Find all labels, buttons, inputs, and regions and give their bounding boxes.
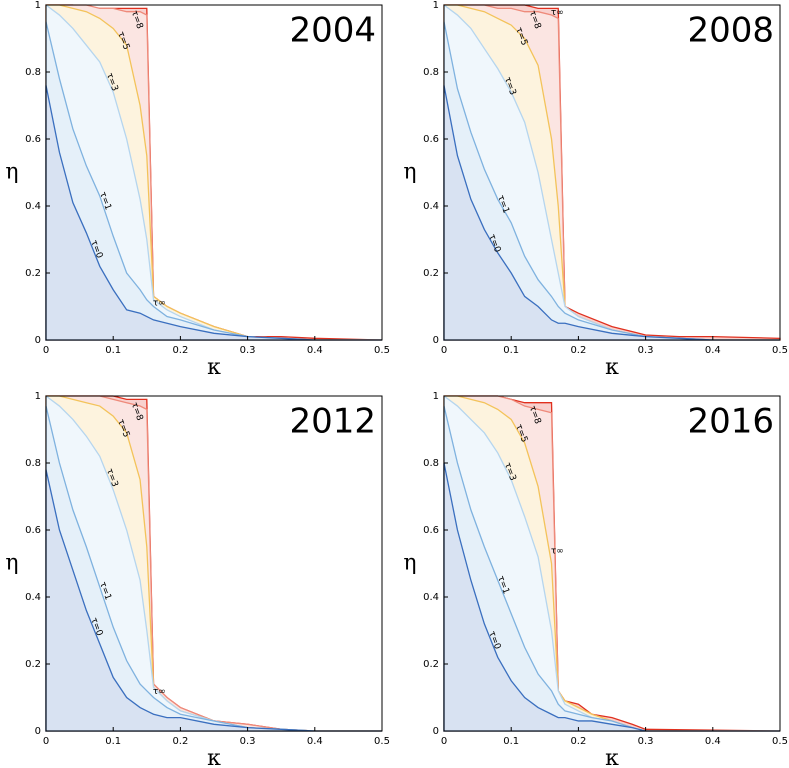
y-tick-label: 0 [35,726,41,737]
x-axis-label: κ [207,746,221,768]
y-tick-label: 0.4 [423,201,439,212]
y-tick-label: 0 [35,335,41,346]
x-tick-label: 0 [441,345,447,356]
x-tick-label: 0 [43,736,49,747]
y-axis-label: η [5,551,18,576]
x-tick-label: 0.5 [772,345,788,356]
series-area [443,462,780,732]
series-label: τ∞ [153,298,166,308]
y-tick-label: 0.6 [25,134,41,145]
y-axis-label: η [5,160,18,185]
x-tick-label: 0.2 [570,345,586,356]
y-tick-label: 1 [35,0,41,11]
y-tick-label: 0.6 [423,525,439,536]
series-area [45,85,382,341]
series-label: τ∞ [551,546,564,556]
x-tick-label: 0.2 [570,736,586,747]
plot-frame [45,4,383,341]
y-tick-label: 0.8 [25,458,41,469]
x-tick-label: 0.1 [503,345,519,356]
y-tick-label: 0.8 [25,67,41,78]
x-tick-label: 0.4 [307,736,323,747]
y-axis-label: η [403,551,416,576]
panel-title: 2008 [687,11,774,51]
x-tick-label: 0.5 [374,345,390,356]
panel-title: 2012 [289,402,376,442]
x-tick-label: 0 [43,345,49,356]
y-tick-label: 1 [433,391,439,402]
y-tick-label: 0.2 [423,659,439,670]
y-tick-label: 1 [433,0,439,11]
plot-frame [443,4,781,341]
y-tick-label: 0.2 [25,268,41,279]
x-axis-label: κ [605,355,619,380]
x-tick-label: 0.3 [240,736,256,747]
y-tick-label: 0 [433,335,439,346]
x-tick-label: 0 [441,736,447,747]
x-tick-label: 0.3 [638,345,654,356]
x-tick-label: 0.2 [172,345,188,356]
y-tick-label: 0.4 [25,592,41,603]
y-tick-label: 0.6 [25,525,41,536]
y-tick-label: 1 [35,391,41,402]
x-tick-label: 0.4 [705,736,721,747]
y-tick-label: 0.2 [423,268,439,279]
series-label: τ∞ [153,687,166,697]
plot-frame [45,395,383,732]
panel-title: 2004 [289,11,376,51]
series-area [443,85,780,341]
y-tick-label: 0 [433,726,439,737]
x-tick-label: 0.3 [240,345,256,356]
x-tick-label: 0.1 [105,345,121,356]
x-tick-label: 0.3 [638,736,654,747]
y-tick-label: 0.8 [423,67,439,78]
y-tick-label: 0.8 [423,458,439,469]
y-tick-label: 0.4 [25,201,41,212]
plot-frame [443,395,781,732]
panel-title: 2016 [687,402,774,442]
x-tick-label: 0.5 [374,736,390,747]
y-tick-label: 0.6 [423,134,439,145]
x-tick-label: 0.5 [772,736,788,747]
x-axis-label: κ [605,746,619,768]
x-tick-label: 0.1 [105,736,121,747]
series-area [45,469,382,732]
x-axis-label: κ [207,355,221,380]
y-tick-label: 0.2 [25,659,41,670]
y-tick-label: 0.4 [423,592,439,603]
series-label: τ∞ [551,8,564,18]
x-tick-label: 0.4 [307,345,323,356]
x-tick-label: 0.4 [705,345,721,356]
x-tick-label: 0.2 [172,736,188,747]
x-tick-label: 0.1 [503,736,519,747]
y-axis-label: η [403,160,416,185]
